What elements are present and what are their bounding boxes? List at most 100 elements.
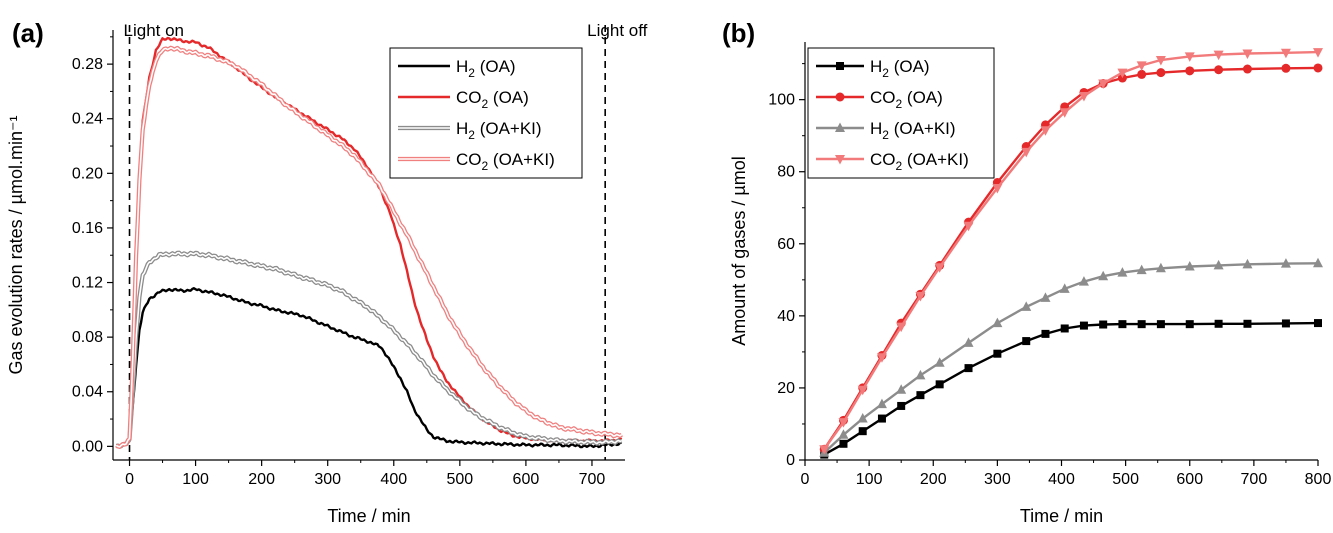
data-point [1184, 52, 1195, 62]
data-point [876, 353, 887, 363]
data-point [1059, 283, 1070, 293]
legend-marker [835, 155, 845, 165]
legend-item-h2-oa: H2 (OA) [816, 57, 930, 80]
y-tick-label: 60 [777, 236, 795, 253]
x-tick-label: 100 [856, 471, 883, 488]
x-tick-label: 600 [513, 471, 540, 488]
data-point [1313, 63, 1323, 73]
data-point [1022, 337, 1031, 346]
data-point [1281, 63, 1291, 73]
series-line-outer [115, 250, 623, 449]
data-point [897, 401, 906, 410]
series-line-inner [116, 251, 622, 448]
data-point [1242, 49, 1253, 60]
x-tick-label: 300 [984, 471, 1011, 488]
data-point [934, 263, 945, 273]
x-axis-label: Time / min [327, 506, 410, 526]
series-line [116, 287, 622, 449]
data-point [1118, 320, 1127, 329]
series-co2-oa-ki [819, 48, 1323, 455]
data-point [1314, 319, 1322, 328]
chart-panel-b: (b) 0 100 200 300 400 500 600 700 800 0 20 40 60 80 100… [722, 18, 1331, 526]
legend-marker [835, 92, 845, 102]
y-tick-label: 100 [768, 92, 795, 109]
data-point [963, 221, 974, 232]
x-tick-label: 700 [1241, 471, 1268, 488]
legend-item-co2-oa-ki: CO2 (OA+KI) [816, 150, 969, 173]
data-point [1213, 50, 1224, 61]
series-h2-oa-ki [115, 250, 623, 449]
legend-item-co2-oa: CO2 (OA) [398, 88, 529, 111]
data-point [1281, 319, 1290, 328]
data-point [1155, 56, 1166, 66]
data-point [1156, 320, 1165, 329]
data-point [964, 364, 973, 373]
series-line [823, 262, 1319, 454]
series-h2-oa [820, 319, 1322, 459]
data-point [992, 183, 1003, 194]
y-axis-label: Gas evolution rates / µmol.min⁻¹ [6, 116, 26, 375]
legend-label: CO2 (OA+KI) [870, 150, 969, 173]
data-point [1021, 147, 1032, 158]
x-tick-label: 200 [920, 471, 947, 488]
legend: H2 (OA)CO2 (OA)H2 (OA+KI)CO2 (OA+KI) [389, 47, 583, 179]
series-line [823, 50, 1319, 450]
data-point [1156, 68, 1166, 78]
data-point [896, 384, 907, 394]
y-axis-label: Amount of gases / µmol [729, 156, 749, 345]
x-tick-label: 800 [1305, 471, 1332, 488]
data-point [1078, 92, 1089, 102]
series-co2-oa-ki [115, 45, 623, 449]
data-point [935, 380, 944, 389]
y-tick-label: 0.16 [72, 220, 103, 237]
legend-marker [835, 122, 845, 132]
panel-label: (a) [12, 18, 44, 48]
y-tick-label: 40 [777, 308, 795, 325]
legend: H2 (OA) CO2 (OA) H2 (OA+KI) CO2 (OA+KI) [807, 47, 995, 179]
x-axis-label: Time / min [1020, 506, 1103, 526]
x-tick-label: 0 [801, 471, 810, 488]
data-point [1021, 301, 1032, 311]
data-point [857, 413, 868, 423]
legend-marker [836, 62, 844, 70]
data-point [1155, 262, 1166, 273]
data-point [1280, 48, 1291, 59]
data-point [1117, 267, 1128, 277]
chart-panel-a: (a) 0 100 200 300 400 500 600 700 0.00 0.04 0.08 0.1… [6, 18, 648, 526]
data-point [963, 337, 974, 347]
annotation-label-light-off: Light off [587, 21, 647, 40]
data-point [1214, 319, 1223, 328]
legend-label: CO2 (OA+KI) [456, 150, 555, 173]
data-point [1040, 292, 1051, 302]
data-point [1117, 68, 1128, 79]
legend-label: H2 (OA+KI) [456, 119, 542, 142]
data-point [858, 427, 867, 436]
data-point [1041, 329, 1050, 338]
x-tick-label: 700 [579, 471, 606, 488]
x-tick-label: 400 [380, 471, 407, 488]
x-tick-label: 400 [1048, 471, 1075, 488]
legend-box [389, 47, 583, 179]
data-point [1059, 108, 1070, 118]
legend-label: CO2 (OA) [870, 88, 943, 111]
legend-label: H2 (OA+KI) [870, 119, 956, 142]
y-tick-label: 20 [777, 380, 795, 397]
data-point [1313, 257, 1323, 268]
data-point [838, 429, 849, 439]
data-point [1098, 270, 1109, 281]
data-point [1185, 320, 1194, 329]
y-tick-label: 0.04 [72, 384, 103, 401]
y-tick-label: 0.24 [72, 111, 103, 128]
data-point [1098, 79, 1109, 89]
legend-item-co2-oa: CO2 (OA) [816, 88, 943, 111]
data-point [819, 445, 830, 455]
data-point [1185, 66, 1195, 76]
data-point [992, 317, 1003, 328]
annotation-label-light-on: Light on [124, 21, 185, 40]
data-point [915, 292, 926, 302]
data-point [877, 414, 886, 423]
x-tick-label: 500 [1112, 471, 1139, 488]
series-line [823, 321, 1319, 456]
